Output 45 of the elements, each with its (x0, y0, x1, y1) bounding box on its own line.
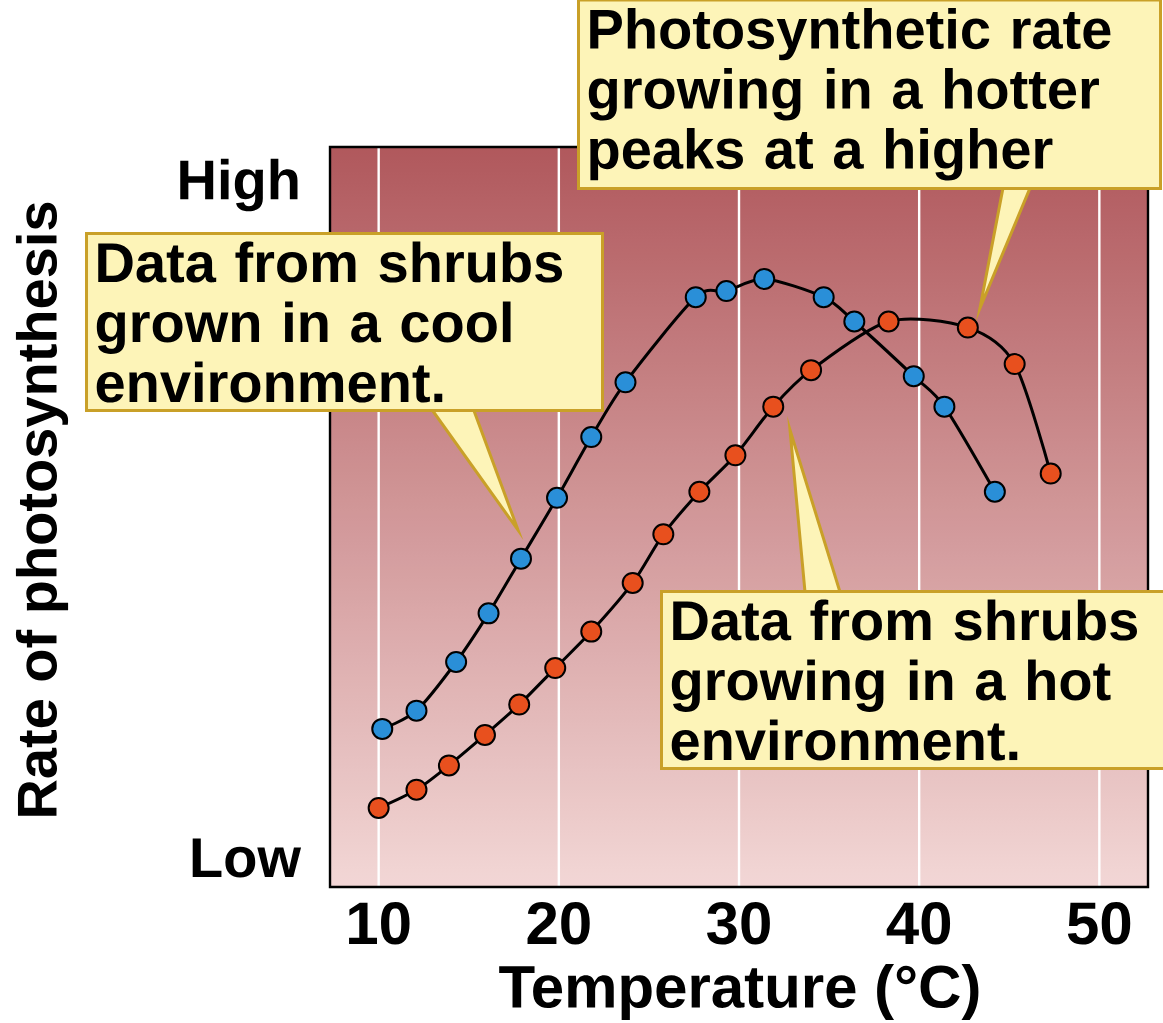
point (473, 723, 496, 746)
point (367, 796, 390, 819)
point (614, 371, 637, 394)
point (371, 717, 394, 740)
text: Low (192, 838, 302, 878)
point (437, 754, 460, 777)
point (800, 359, 823, 382)
point (688, 480, 711, 503)
point (753, 267, 776, 290)
point (715, 280, 738, 303)
x-tick-label: 20 (527, 902, 590, 945)
x-tick-label: 30 (707, 902, 770, 945)
point (933, 395, 956, 418)
point (684, 286, 707, 309)
x-tick-label: 40 (886, 902, 951, 945)
annotation: Data from shrubs growing in a hot environment. (671, 599, 1137, 761)
x-axis-title: Temperature (°C) (499, 964, 979, 1020)
point (724, 444, 747, 467)
annotation: Data from shrubs grown in a cool environment. (96, 241, 562, 403)
y-axis-title: Rate of photosynthesis (15, 202, 69, 816)
point (652, 523, 675, 546)
x-tick-label: 10 (349, 902, 410, 945)
point (580, 620, 603, 643)
point (1003, 353, 1026, 376)
point (902, 365, 925, 388)
point (877, 310, 900, 333)
point (445, 651, 468, 674)
point (983, 480, 1006, 503)
point (546, 486, 569, 509)
point (812, 286, 835, 309)
point (477, 602, 500, 625)
point (843, 310, 866, 333)
x-tick-label: 50 (1067, 902, 1131, 945)
point (509, 547, 532, 570)
point (405, 778, 428, 801)
point (508, 693, 531, 716)
point (956, 316, 979, 339)
text: High (180, 158, 298, 212)
point (762, 395, 785, 418)
text: Photosynthetic rate growing in a hotter peaks at a higher (588, 8, 1111, 181)
point (621, 571, 644, 594)
point (580, 426, 603, 449)
point (405, 699, 428, 722)
point (544, 657, 567, 680)
point (1039, 462, 1062, 485)
